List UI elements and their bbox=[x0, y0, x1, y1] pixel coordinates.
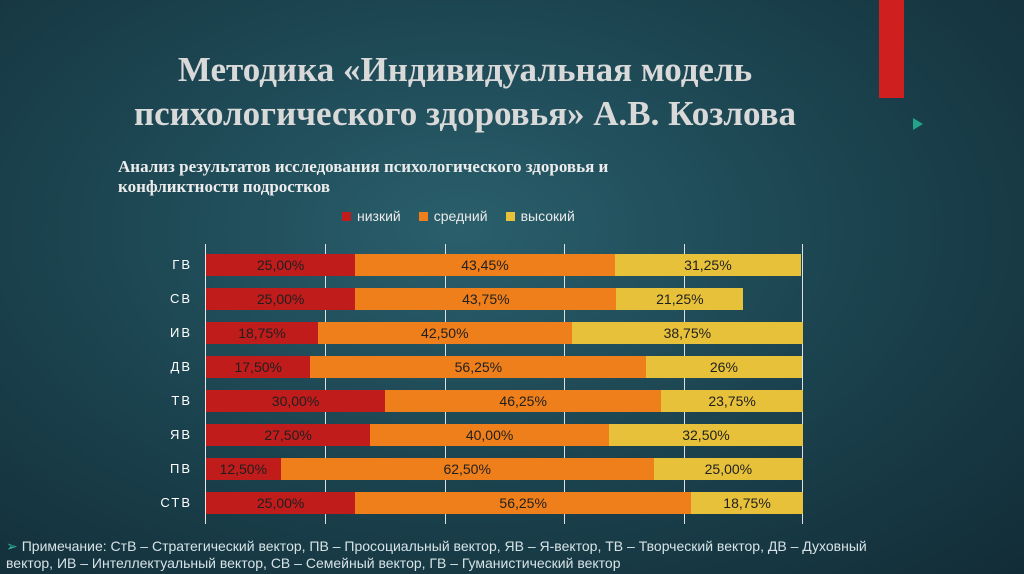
red-accent-bar bbox=[879, 0, 904, 98]
legend-swatch-low bbox=[342, 211, 351, 221]
bar-row: 30,00% 46,25% 23,75% bbox=[206, 390, 803, 412]
chart-title-line2: конфликтности подростков bbox=[118, 177, 331, 196]
legend-item-low: низкий bbox=[342, 208, 401, 224]
footnote: ➢ Примечание: СтВ – Стратегический вектор… bbox=[6, 538, 1006, 572]
footnote-line1: Примечание: СтВ – Стратегический вектор,… bbox=[21, 538, 867, 554]
gridline bbox=[684, 244, 685, 524]
slide-title-line2: психологического здоровья» А.В. Козлова bbox=[133, 94, 797, 133]
chart-title: Анализ результатов исследования психолог… bbox=[118, 157, 798, 197]
bar-segment-high: 26% bbox=[646, 356, 802, 378]
bar-segment-mid: 56,25% bbox=[355, 492, 692, 514]
category-label: ГВ bbox=[172, 257, 192, 272]
bar-segment-mid: 62,50% bbox=[280, 458, 654, 480]
bar-segment-high: 18,75% bbox=[691, 492, 803, 514]
chart-legend: низкий средний высокий bbox=[342, 208, 575, 224]
slide-title-line1: Методика «Индивидуальная модель bbox=[177, 50, 753, 89]
category-label: ИВ bbox=[169, 325, 192, 340]
bar-segment-high: 25,00% bbox=[653, 458, 803, 480]
category-label: СВ bbox=[169, 291, 192, 306]
bar-segment-low: 25,00% bbox=[206, 254, 356, 276]
category-label: СТВ bbox=[160, 495, 192, 510]
bar-row: 17,50% 56,25% 26% bbox=[206, 356, 802, 378]
bar-segment-low: 17,50% bbox=[206, 356, 311, 378]
bar-row: 18,75% 42,50% 38,75% bbox=[206, 322, 803, 344]
bar-segment-high: 21,25% bbox=[616, 288, 744, 310]
bar-segment-high: 31,25% bbox=[614, 254, 802, 276]
category-label: ПВ bbox=[169, 461, 192, 476]
bar-row: 25,00% 43,45% 31,25% bbox=[206, 254, 802, 276]
arrow-bullet-icon: ➢ bbox=[6, 538, 18, 554]
legend-label-mid: средний bbox=[433, 208, 488, 224]
legend-label-low: низкий bbox=[357, 208, 401, 224]
bar-segment-low: 18,75% bbox=[206, 322, 318, 344]
bar-segment-mid: 40,00% bbox=[370, 424, 609, 446]
triangle-bullet-icon bbox=[913, 118, 923, 130]
legend-item-mid: средний bbox=[418, 208, 488, 224]
bar-segment-low: 30,00% bbox=[206, 390, 386, 412]
legend-swatch-high bbox=[505, 211, 515, 221]
category-label: ЯВ bbox=[169, 427, 192, 442]
bar-row: 27,50% 40,00% 32,50% bbox=[206, 424, 803, 446]
category-label: ДВ bbox=[170, 359, 192, 374]
bar-row: 12,50% 62,50% 25,00% bbox=[206, 458, 803, 480]
slide-title: Методика «Индивидуальная модель психолог… bbox=[0, 48, 930, 136]
bar-segment-mid: 56,25% bbox=[310, 356, 647, 378]
gridline bbox=[564, 244, 565, 524]
bar-segment-low: 27,50% bbox=[206, 424, 371, 446]
bar-segment-high: 23,75% bbox=[661, 390, 803, 412]
bar-row: 25,00% 56,25% 18,75% bbox=[206, 492, 803, 514]
category-label: ТВ bbox=[171, 393, 192, 408]
gridline bbox=[445, 244, 446, 524]
bar-segment-low: 12,50% bbox=[206, 458, 281, 480]
footnote-line2: вектор, ИВ – Интеллектуальный вектор, СВ… bbox=[6, 555, 621, 571]
bar-segment-high: 38,75% bbox=[571, 322, 803, 344]
plot-area: 25,00% 43,45% 31,25% 25,00% 43,75% 21,25% 18,7… bbox=[205, 244, 803, 524]
bar-segment-mid: 43,75% bbox=[355, 288, 617, 310]
bar-row: 25,00% 43,75% 21,25% bbox=[206, 288, 744, 310]
chart-title-line1: Анализ результатов исследования психолог… bbox=[118, 157, 609, 176]
bar-segment-high: 32,50% bbox=[608, 424, 803, 446]
bar-segment-mid: 43,45% bbox=[355, 254, 615, 276]
bar-segment-low: 25,00% bbox=[206, 288, 356, 310]
gridline bbox=[802, 244, 803, 524]
legend-item-high: высокий bbox=[505, 208, 575, 224]
bar-segment-mid: 46,25% bbox=[385, 390, 662, 412]
gridline bbox=[325, 244, 326, 524]
bar-segment-low: 25,00% bbox=[206, 492, 356, 514]
legend-label-high: высокий bbox=[520, 208, 575, 224]
legend-swatch-mid bbox=[418, 211, 428, 221]
bar-segment-mid: 42,50% bbox=[317, 322, 572, 344]
